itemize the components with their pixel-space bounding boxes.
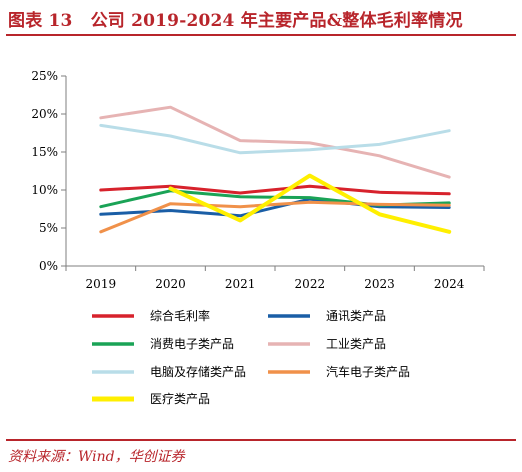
figure-label: 图表 13 [8, 11, 73, 31]
x-tick-label: 2019 [86, 277, 117, 291]
series-line [99, 123, 451, 155]
chart: 0% 5% 10% 15% 20% 25% 2019 2020 2021 2022 2023 2024… [31, 69, 485, 406]
x-tick-label: 2021 [225, 277, 256, 291]
legend-label: 电脑及存储类产品 [150, 364, 246, 379]
legend-label: 工业类产品 [326, 337, 386, 351]
source-rule [6, 439, 516, 441]
series-line [99, 105, 451, 179]
x-tick-label: 2023 [364, 277, 395, 291]
figure-title: 图表 13 公司 2019-2024 年主要产品&整体毛利率情况 [8, 6, 463, 31]
y-tick-label: 5% [39, 221, 58, 235]
y-tick-label: 15% [31, 145, 58, 159]
legend-label: 消费电子类产品 [150, 337, 234, 351]
chart-series [99, 105, 452, 234]
series-line [99, 184, 451, 196]
x-tick-label: 2022 [295, 277, 326, 291]
legend-label: 综合毛利率 [150, 308, 210, 323]
legend-label: 汽车电子类产品 [326, 364, 410, 379]
source-note: 资料来源：Wind，华创证券 [8, 449, 185, 465]
y-tick-label: 20% [31, 107, 58, 121]
series-line [168, 173, 452, 234]
series-line [99, 197, 451, 218]
title-rule [6, 34, 516, 36]
x-tick-label: 2020 [155, 277, 186, 291]
x-tick-label: 2024 [434, 277, 465, 291]
legend-label: 通讯类产品 [326, 309, 386, 323]
series-line [99, 200, 451, 234]
chart-title: 公司 2019-2024 年主要产品&整体毛利率情况 [90, 11, 463, 31]
y-tick-label: 10% [31, 183, 58, 197]
y-tick-label: 0% [39, 259, 58, 273]
chart-axes: 0% 5% 10% 15% 20% 25% 2019 2020 2021 2022 2023 2024 [31, 69, 485, 291]
y-tick-label: 25% [31, 69, 58, 83]
legend-label: 医疗类产品 [150, 392, 210, 406]
